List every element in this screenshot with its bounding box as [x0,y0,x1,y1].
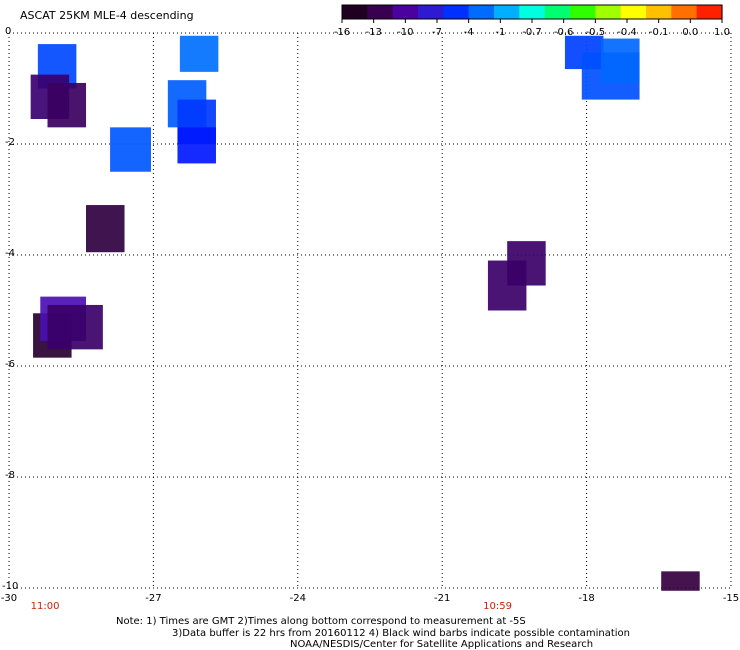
colorbar-tick-label: -4 [463,27,474,38]
x-tick-label: -15 [722,593,740,604]
colorbar-tick-label: -7 [432,27,442,38]
x-tick-label: -30 [0,593,18,604]
colorbar-segment [468,5,495,19]
colorbar-segment [544,5,571,19]
time-label: 10:59 [483,601,512,612]
wind-cell [47,82,87,128]
colorbar-tick-label: -0.5 [585,27,606,38]
wind-cell [110,127,151,172]
colorbar-segment [570,5,596,19]
wind-cell [86,205,125,253]
colorbar-segment [418,5,444,19]
note-line-2: 3)Data buffer is 22 hrs from 20160112 4)… [172,628,630,639]
colorbar-tick-label: -13 [365,27,382,38]
colorbar-tick-label: 1.0 [714,27,730,38]
colorbar-tick-label: -0.1 [648,27,669,38]
colorbar-segment [519,5,546,19]
x-tick-label: -18 [578,593,595,604]
wind-cell [47,304,103,350]
wind-cell [661,571,700,591]
wind-cell [179,35,219,72]
colorbar-tick-label: -0.7 [522,27,542,38]
colorbar-tick-label: -16 [333,27,351,38]
colorbar-segment [620,5,647,19]
colorbar-segment [646,5,672,19]
y-tick-label: -6 [5,359,15,370]
colorbar-tick-label: 0.0 [682,27,699,38]
colorbar-segment [595,5,622,19]
time-label: 11:00 [30,601,60,612]
x-tick-label: -21 [434,593,451,604]
colorbar-segment [392,5,419,19]
y-tick-label: -2 [5,137,15,148]
map-title: ASCAT 25KM MLE-4 descending [20,9,194,22]
wind-cell [177,127,216,164]
wind-cell [601,38,640,83]
y-tick-label: 0 [5,26,12,37]
x-tick-label: -24 [289,593,306,604]
colorbar-segment [342,5,368,19]
colorbar-segment [367,5,394,19]
colorbar-segment [696,5,723,19]
colorbar-tick-label: -1 [495,27,506,38]
colorbar-segment [671,5,698,19]
y-tick-label: -4 [5,248,15,259]
colorbar-segment [443,5,470,19]
colorbar-tick-label: -0.6 [553,27,574,38]
note-line-3: NOAA/NESDIS/Center for Satellite Applica… [290,639,594,650]
colorbar-tick-label: -10 [397,27,414,38]
wind-cell [487,260,527,311]
y-tick-label: -8 [5,470,15,481]
y-tick-label: -10 [2,581,19,592]
note-line-1: Note: 1) Times are GMT 2)Times along bot… [116,616,526,627]
colorbar-tick-label: -0.4 [617,27,637,38]
colorbar-segment [494,5,520,19]
x-tick-label: -27 [145,593,162,604]
